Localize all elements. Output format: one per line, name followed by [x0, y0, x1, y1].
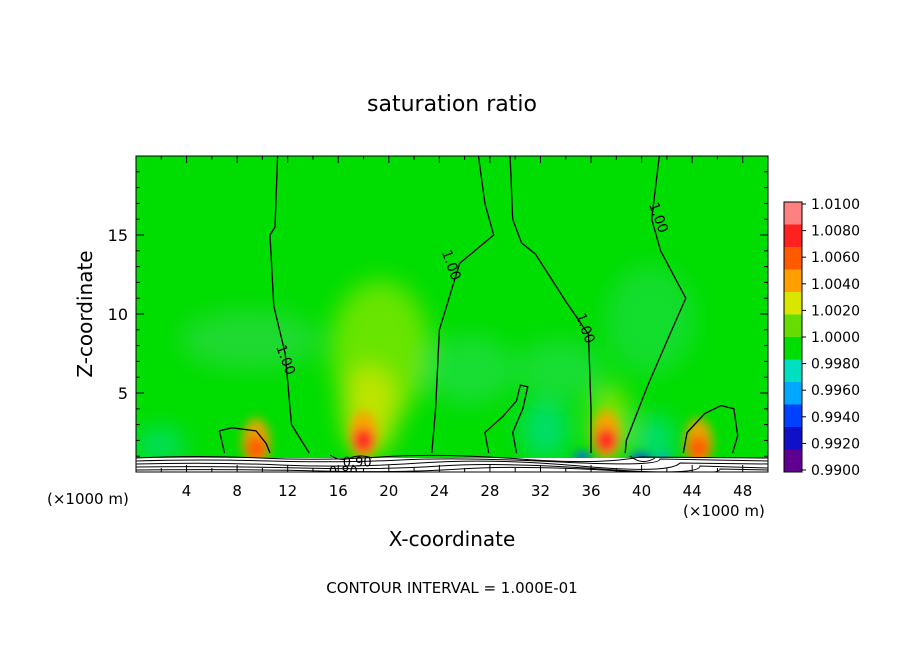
x-tick-label: 44 [683, 482, 702, 500]
y-tick-label: 5 [118, 384, 128, 403]
contour-line-2 [431, 156, 495, 454]
x-tick-label: 28 [480, 482, 499, 500]
colorbar-swatch [784, 382, 802, 405]
colorbar-swatch [784, 202, 802, 225]
warm-spot [596, 428, 617, 453]
colorbar-swatch [784, 359, 802, 383]
x-tick-label: 16 [329, 482, 348, 500]
x-unit-right: (×1000 m) [683, 502, 765, 520]
colorbar-swatch [784, 449, 802, 473]
x-tick-label: 8 [232, 482, 242, 500]
x-tick-label: 40 [632, 482, 651, 500]
x-tick-label: 20 [379, 482, 398, 500]
colorbar-swatch [784, 314, 802, 338]
colorbar-label: 0.9940 [811, 410, 860, 426]
warm-spots [242, 410, 713, 467]
contour-line-7 [682, 404, 739, 454]
field-shading [136, 265, 695, 465]
y-tick-label: 10 [108, 305, 128, 324]
x-tick-label: 48 [733, 482, 752, 500]
warm-spot [353, 428, 374, 453]
x-tick-label: 36 [581, 482, 600, 500]
colorbar-swatch [784, 427, 802, 450]
contour-line-4 [624, 156, 687, 454]
colorbar-label: 1.0020 [811, 303, 860, 319]
surface-contour-label: 0.90 [343, 456, 372, 471]
contour-line-6 [484, 384, 529, 454]
colorbar-label: 0.9920 [811, 436, 860, 452]
chart-title: saturation ratio [367, 92, 537, 117]
plot-area: 1.001.001.001.000.900.80 [135, 155, 769, 480]
colorbar-label: 1.0080 [811, 224, 860, 240]
colorbar-swatch [784, 292, 802, 315]
x-tick-label: 12 [278, 482, 297, 500]
colorbar-label: 1.0060 [811, 250, 860, 266]
x-tick-label: 32 [531, 482, 550, 500]
surface-contour-label: 0.80 [329, 465, 358, 480]
colorbar-swatch [784, 224, 802, 248]
colorbar-label: 1.0040 [811, 277, 860, 293]
colorbar-swatch [784, 247, 802, 270]
x-axis-ticks [160, 156, 744, 472]
y-tick-labels: 5 10 15 [108, 226, 128, 403]
colorbar: 1.0100 1.0080 1.0060 1.0040 1.0020 1.0000 0.99… [783, 197, 860, 479]
colorbar-label: 0.9960 [811, 383, 860, 399]
x-tick-label: 24 [430, 482, 449, 500]
contour-line-3 [509, 156, 592, 453]
x-tick-labels: 4 8 12 16 20 24 28 32 36 40 44 48 [182, 482, 752, 500]
contour-interval-note: CONTOUR INTERVAL = 1.000E-01 [326, 579, 577, 597]
colorbar-swatch [784, 404, 802, 428]
warm-spot [246, 436, 267, 461]
colorbar-label: 0.9980 [811, 357, 860, 373]
colorbar-swatch [784, 269, 802, 293]
x-axis-label: X-coordinate [389, 527, 516, 551]
y-tick-label: 15 [108, 226, 128, 245]
y-axis-ticks [136, 171, 768, 457]
y-axis-label: Z-coordinate [73, 250, 97, 377]
colorbar-label: 1.0000 [811, 330, 860, 346]
colorbar-swatch [784, 337, 802, 360]
colorbar-label: 0.9900 [811, 463, 860, 479]
contour-lines [218, 156, 739, 454]
warm-spot [688, 436, 709, 461]
contour-line-5 [218, 427, 271, 454]
x-tick-label: 4 [182, 482, 192, 500]
contour-line-1 [269, 156, 310, 454]
colorbar-label: 1.0100 [811, 197, 860, 213]
x-unit-left: (×1000 m) [47, 490, 129, 508]
